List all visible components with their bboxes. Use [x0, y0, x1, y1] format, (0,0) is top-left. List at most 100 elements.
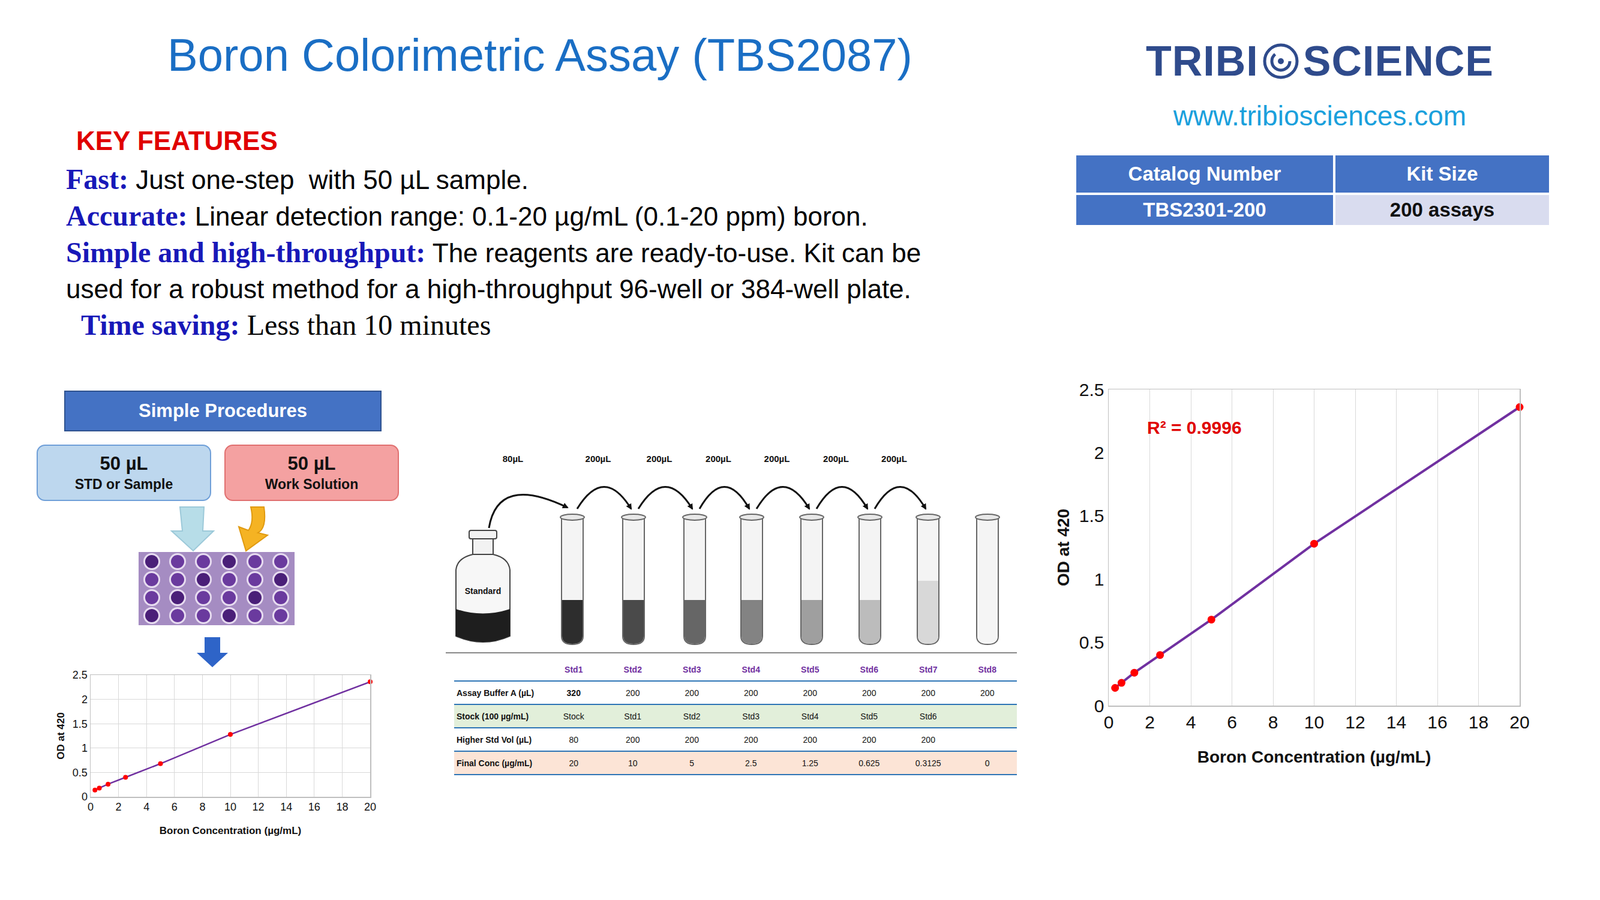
html-text:200: 200 [980, 687, 995, 698]
html-text:200: 200 [743, 687, 758, 698]
svg-text:1: 1 [81, 742, 88, 755]
svg-text:2.5: 2.5 [1079, 379, 1105, 400]
html-text:200 assays: 200 assays [1389, 198, 1495, 221]
html-text:Std6: Std6 [919, 711, 937, 721]
html-text:80: 80 [569, 734, 579, 745]
html-text:Stock (100 µg/mL): Stock (100 µg/mL) [456, 711, 529, 721]
svg-text:Boron Concentration (µg/mL): Boron Concentration (µg/mL) [159, 824, 302, 837]
html-text:www.tribiosciences.com: www.tribiosciences.com [1173, 100, 1467, 132]
html-text:Accurate: Linear detection ran: Accurate: Linear detection range: 0.1-20… [65, 199, 868, 232]
html-text:Work Solution: Work Solution [265, 476, 359, 492]
html-text:50 µL: 50 µL [287, 452, 336, 474]
svg-text:1.5: 1.5 [72, 718, 88, 731]
svg-text:0: 0 [1094, 695, 1105, 716]
html-text:Std1: Std1 [624, 711, 642, 721]
svg-text:200µL: 200µL [585, 453, 612, 464]
html-text:SCIENCE: SCIENCE [1302, 37, 1494, 85]
html-text:200: 200 [743, 734, 758, 745]
svg-text:20: 20 [364, 800, 377, 813]
svg-text:18: 18 [1468, 712, 1489, 732]
html-text:Std4: Std4 [801, 711, 819, 721]
html-text:200: 200 [803, 734, 818, 745]
html-text:Std8: Std8 [978, 664, 997, 675]
html-text:Std3: Std3 [742, 711, 760, 721]
svg-text:200µL: 200µL [705, 453, 732, 464]
html-text:20: 20 [569, 758, 579, 768]
svg-text:2.5: 2.5 [72, 668, 88, 681]
svg-text:1: 1 [1094, 569, 1105, 590]
svg-text:14: 14 [280, 800, 293, 813]
svg-text:0: 0 [87, 800, 94, 813]
svg-text:10: 10 [224, 800, 237, 813]
html-text:Kit Size: Kit Size [1406, 162, 1478, 185]
html-text:Simple and high-throughput: Th: Simple and high-throughput: The reagents… [65, 236, 929, 304]
html-text:Final Conc (µg/mL): Final Conc (µg/mL) [456, 758, 533, 768]
svg-text:2: 2 [81, 693, 88, 706]
html-text:Std6: Std6 [860, 664, 879, 675]
svg-text:18: 18 [335, 800, 348, 813]
html-text:Simple Procedures: Simple Procedures [138, 400, 308, 422]
html-text:200: 200 [921, 687, 936, 698]
svg-text:12: 12 [1345, 712, 1365, 732]
html-text:200: 200 [625, 687, 640, 698]
html-text:Std3: Std3 [682, 664, 701, 675]
svg-text:2: 2 [1094, 442, 1105, 463]
svg-text:OD at 420: OD at 420 [1054, 508, 1073, 587]
html-text:TBS2301-200: TBS2301-200 [1143, 198, 1267, 221]
svg-text:16: 16 [1427, 712, 1448, 732]
html-text:Std5: Std5 [860, 711, 878, 721]
html-text:200: 200 [684, 687, 699, 698]
svg-text:0: 0 [81, 790, 88, 803]
html-text:Stock: Stock [563, 711, 585, 721]
svg-text:2: 2 [115, 800, 122, 813]
svg-text:1.5: 1.5 [1079, 505, 1105, 526]
svg-text:0.5: 0.5 [1079, 632, 1105, 653]
html-text:Fast: Just one-step with 50 µL: Fast: Just one-step with 50 µL sample. [65, 163, 529, 195]
svg-text:200µL: 200µL [764, 453, 791, 464]
html-text:Time saving: Less than 10 minu: Time saving: Less than 10 minutes [80, 308, 491, 341]
svg-text:80µL: 80µL [502, 453, 524, 464]
svg-text:200µL: 200µL [823, 453, 849, 464]
svg-text:0.5: 0.5 [72, 766, 88, 779]
html-text:Std1: Std1 [564, 664, 583, 675]
html-text:50 µL: 50 µL [99, 452, 148, 474]
svg-text:6: 6 [1226, 712, 1238, 732]
html-text:Std4: Std4 [741, 664, 761, 675]
svg-text:200µL: 200µL [881, 453, 908, 464]
html-text:Assay Buffer A (µL): Assay Buffer A (µL) [456, 687, 535, 698]
svg-text:12: 12 [252, 800, 265, 813]
svg-text:2: 2 [1144, 712, 1155, 732]
svg-text:Standard: Standard [464, 586, 502, 596]
html-text:Std2: Std2 [623, 664, 642, 675]
svg-text:14: 14 [1386, 712, 1407, 732]
svg-text:8: 8 [1268, 712, 1279, 732]
svg-text:6: 6 [171, 800, 178, 813]
html-text:200: 200 [803, 687, 818, 698]
html-text:Std7: Std7 [919, 664, 938, 675]
html-text:Higher Std Vol (µL): Higher Std Vol (µL) [456, 734, 532, 745]
html-text:Boron Colorimetric Assay (TBS2: Boron Colorimetric Assay (TBS2087) [167, 29, 913, 81]
svg-text:10: 10 [1304, 712, 1325, 732]
svg-text:OD at 420: OD at 420 [55, 712, 67, 759]
html-text:TRIBI: TRIBI [1145, 37, 1259, 85]
svg-text:4: 4 [143, 800, 150, 813]
html-text:200: 200 [862, 687, 877, 698]
svg-text:20: 20 [1509, 712, 1530, 732]
svg-text:Boron Concentration (µg/mL): Boron Concentration (µg/mL) [1197, 747, 1431, 767]
html-text:STD or Sample: STD or Sample [74, 476, 173, 492]
html-text:KEY FEATURES: KEY FEATURES [76, 125, 278, 156]
svg-text:16: 16 [308, 800, 321, 813]
svg-text:200µL: 200µL [646, 453, 673, 464]
svg-text:0: 0 [1103, 712, 1115, 732]
html-text:Std5: Std5 [800, 664, 820, 675]
html-text:320: 320 [566, 687, 581, 698]
html-text:200: 200 [684, 734, 699, 745]
html-text:200: 200 [921, 734, 936, 745]
html-text:200: 200 [625, 734, 640, 745]
svg-text:4: 4 [1186, 712, 1197, 732]
html-text:Catalog Number: Catalog Number [1128, 162, 1282, 185]
html-text:200: 200 [862, 734, 877, 745]
svg-text:8: 8 [199, 800, 206, 813]
html-text:Std2: Std2 [683, 711, 701, 721]
svg-text:R² = 0.9996: R² = 0.9996 [1147, 417, 1242, 438]
